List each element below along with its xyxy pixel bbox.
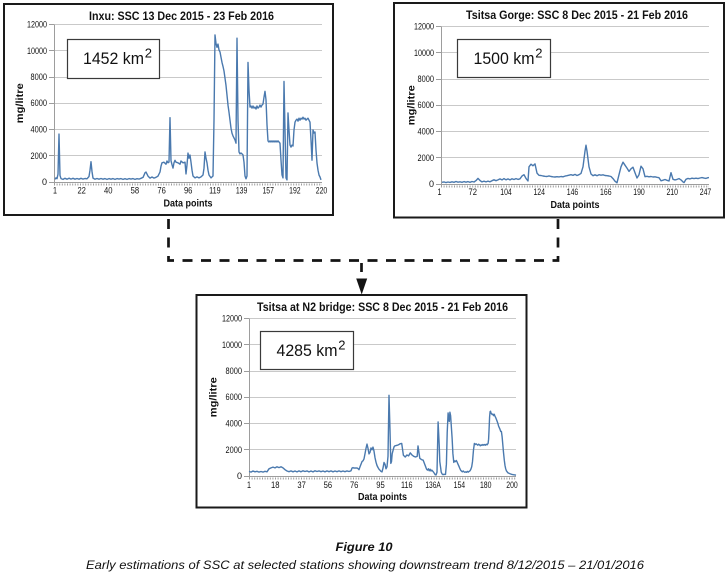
svg-text:76: 76 xyxy=(157,186,166,196)
svg-text:190: 190 xyxy=(633,187,645,197)
svg-text:8000: 8000 xyxy=(226,366,243,376)
svg-text:4000: 4000 xyxy=(31,125,48,135)
svg-text:192: 192 xyxy=(289,186,301,196)
svg-text:37: 37 xyxy=(297,480,306,490)
svg-text:18: 18 xyxy=(271,480,280,490)
svg-text:6000: 6000 xyxy=(31,98,48,108)
svg-text:mg/litre: mg/litre xyxy=(209,377,220,417)
svg-text:157: 157 xyxy=(262,186,274,196)
svg-text:1: 1 xyxy=(53,186,57,196)
svg-text:Tsitsa at N2 bridge: SSC 8 Dec: Tsitsa at N2 bridge: SSC 8 Dec 2015 - 21… xyxy=(257,300,508,314)
svg-text:58: 58 xyxy=(131,186,140,196)
svg-text:200: 200 xyxy=(506,480,518,490)
svg-text:0: 0 xyxy=(237,471,242,481)
svg-text:210: 210 xyxy=(666,187,678,197)
svg-text:0: 0 xyxy=(42,177,47,187)
svg-text:2: 2 xyxy=(145,45,152,60)
svg-text:12000: 12000 xyxy=(414,22,434,32)
svg-text:247: 247 xyxy=(700,187,712,197)
svg-text:4000: 4000 xyxy=(226,419,243,429)
svg-text:mg/litre: mg/litre xyxy=(407,85,418,125)
svg-text:2000: 2000 xyxy=(226,445,243,455)
svg-text:6000: 6000 xyxy=(226,392,243,402)
svg-text:116: 116 xyxy=(401,480,413,490)
svg-text:Data points: Data points xyxy=(164,199,213,210)
svg-text:119: 119 xyxy=(209,186,221,196)
svg-text:10000: 10000 xyxy=(222,340,242,350)
svg-text:0: 0 xyxy=(429,179,434,189)
svg-text:10000: 10000 xyxy=(414,48,434,58)
svg-text:2000: 2000 xyxy=(418,153,435,163)
svg-text:Figure 10: Figure 10 xyxy=(336,542,394,554)
svg-text:22: 22 xyxy=(77,186,86,196)
svg-text:Data points: Data points xyxy=(358,492,407,503)
svg-text:104: 104 xyxy=(500,187,512,197)
svg-text:1: 1 xyxy=(438,187,442,197)
svg-text:72: 72 xyxy=(469,187,478,197)
svg-text:6000: 6000 xyxy=(418,100,435,110)
svg-text:4000: 4000 xyxy=(418,127,435,137)
svg-text:Inxu: SSC 13 Dec 2015 - 23 Feb: Inxu: SSC 13 Dec 2015 - 23 Feb 2016 xyxy=(89,9,274,23)
svg-text:95: 95 xyxy=(376,480,385,490)
svg-text:154: 154 xyxy=(454,480,466,490)
svg-text:124: 124 xyxy=(533,187,545,197)
svg-text:Data points: Data points xyxy=(551,200,600,211)
svg-text:8000: 8000 xyxy=(418,74,435,84)
svg-text:mg/litre: mg/litre xyxy=(15,83,26,123)
svg-text:Early estimations of SSC at se: Early estimations of SSC at selected sta… xyxy=(86,560,645,572)
svg-text:166: 166 xyxy=(600,187,612,197)
svg-text:8000: 8000 xyxy=(31,72,48,82)
svg-text:40: 40 xyxy=(104,186,113,196)
svg-text:12000: 12000 xyxy=(27,20,47,30)
svg-text:220: 220 xyxy=(316,186,328,196)
svg-text:12000: 12000 xyxy=(222,314,242,324)
svg-text:76: 76 xyxy=(350,480,359,490)
svg-text:2: 2 xyxy=(535,45,542,60)
svg-text:96: 96 xyxy=(184,186,193,196)
svg-text:180: 180 xyxy=(480,480,492,490)
svg-text:4285 km: 4285 km xyxy=(277,342,338,360)
svg-text:1: 1 xyxy=(247,480,251,490)
svg-text:139: 139 xyxy=(236,186,248,196)
svg-text:146: 146 xyxy=(567,187,579,197)
svg-text:56: 56 xyxy=(324,480,333,490)
svg-text:1452 km: 1452 km xyxy=(83,50,144,68)
svg-text:10000: 10000 xyxy=(27,46,47,56)
svg-text:Tsitsa Gorge: SSC 8 Dec 2015 -: Tsitsa Gorge: SSC 8 Dec 2015 - 21 Feb 20… xyxy=(466,8,688,22)
svg-text:2: 2 xyxy=(338,337,345,352)
svg-text:136A: 136A xyxy=(425,480,441,490)
svg-text:2000: 2000 xyxy=(31,151,48,161)
svg-text:1500 km: 1500 km xyxy=(474,50,535,68)
